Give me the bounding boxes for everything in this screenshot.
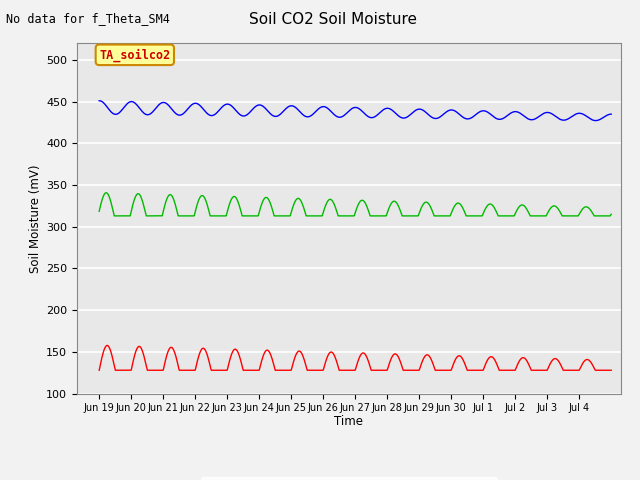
- Legend: Theta 1, Theta 2, Theta 3: Theta 1, Theta 2, Theta 3: [201, 477, 497, 480]
- Text: Soil CO2 Soil Moisture: Soil CO2 Soil Moisture: [249, 12, 417, 27]
- X-axis label: Time: Time: [334, 415, 364, 428]
- Y-axis label: Soil Moisture (mV): Soil Moisture (mV): [29, 164, 42, 273]
- Text: No data for f_Theta_SM4: No data for f_Theta_SM4: [6, 12, 170, 25]
- Text: TA_soilco2: TA_soilco2: [99, 48, 170, 61]
